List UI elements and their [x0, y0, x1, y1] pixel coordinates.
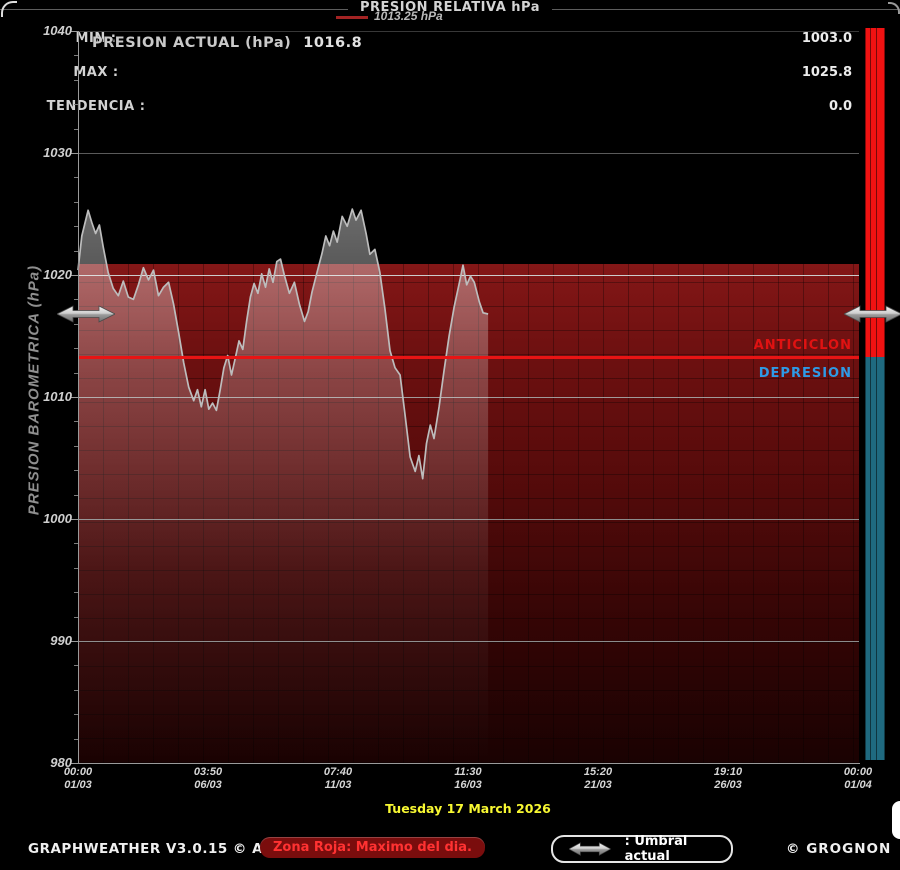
threshold-arrow-left[interactable] — [56, 304, 116, 324]
y-minor-tick — [74, 470, 78, 472]
y-minor-tick — [74, 104, 78, 106]
y-minor-tick — [74, 177, 78, 179]
x-tick-label: 00:00 01/04 — [843, 766, 873, 791]
y-gridline-1030 — [78, 153, 859, 154]
window-corner-top-right — [888, 2, 900, 14]
pressure-area-fill — [78, 209, 489, 764]
y-tick — [71, 397, 78, 398]
y-minor-tick — [74, 201, 78, 203]
y-minor-tick — [74, 592, 78, 594]
double-arrow-icon — [843, 305, 900, 323]
y-tick-label: 1030 — [43, 145, 72, 160]
min-value: 1003.0 — [801, 31, 852, 46]
y-tick-label: 1010 — [43, 389, 72, 404]
y-tick — [71, 275, 78, 276]
y-minor-tick — [74, 372, 78, 374]
y-gridline-1040 — [78, 31, 859, 32]
y-minor-tick — [74, 323, 78, 325]
panel-title: PRESION RELATIVA hPa — [348, 0, 552, 15]
panel-row-max: MAX : 1025.8 — [0, 65, 900, 81]
y-minor-tick — [74, 348, 78, 350]
y-minor-tick — [74, 714, 78, 716]
y-minor-tick — [74, 250, 78, 252]
y-tick-label: 1000 — [43, 511, 72, 526]
y-minor-tick — [74, 616, 78, 618]
depresion-label: DEPRESION — [758, 366, 852, 381]
window-corner-top-left — [1, 1, 17, 17]
y-tick — [71, 641, 78, 642]
y-tick — [71, 153, 78, 154]
umbral-legend-label: : Umbral actual — [624, 834, 688, 864]
y-tick-label: 1040 — [43, 23, 72, 38]
x-tick-label: 00:00 01/03 — [63, 766, 93, 791]
y-tick-label: 980 — [50, 755, 72, 770]
panel-row-tendencia: TENDENCIA : 0.0 — [0, 99, 900, 115]
y-tick — [71, 519, 78, 520]
y-minor-tick — [74, 494, 78, 496]
y-tick — [71, 31, 78, 32]
y-minor-tick — [74, 567, 78, 569]
min-label: MIN : — [75, 31, 117, 46]
max-value: 1025.8 — [801, 65, 852, 80]
x-tick-label: 07:40 11/03 — [323, 766, 353, 791]
depresion-color-bar — [865, 357, 885, 760]
y-minor-tick — [74, 226, 78, 228]
pressure-line — [77, 208, 489, 480]
x-tick-label: 03:50 06/03 — [193, 766, 223, 791]
y-minor-tick — [74, 738, 78, 740]
y-tick-label: 1020 — [43, 267, 72, 282]
x-tick-label: 11:30 16/03 — [454, 766, 482, 791]
max-label: MAX : — [73, 65, 119, 80]
panel-row-min: MIN : 1003.0 — [0, 31, 900, 47]
y-minor-tick — [74, 299, 78, 301]
y-minor-tick — [74, 128, 78, 130]
threshold-arrow-right[interactable] — [843, 304, 900, 324]
app-version-text: GRAPHWEATHER V3.0.15 © Aguilmard — [28, 841, 336, 857]
x-tick-label: 19:10 26/03 — [713, 766, 743, 791]
umbral-legend-box: : Umbral actual — [551, 834, 733, 864]
current-pressure-title: PRESION ACTUAL (hPa) 1016.8 — [92, 35, 362, 51]
legend-threshold-label: 1013.25 hPa — [374, 9, 443, 23]
current-pressure-value: 1016.8 — [303, 35, 363, 51]
red-zone-badge: Zona Roja: Maximo del dia. — [260, 837, 485, 858]
y-minor-tick — [74, 55, 78, 57]
double-arrow-icon — [569, 842, 611, 856]
threshold-1013-line — [78, 356, 859, 360]
window-corner-bottom-right — [892, 801, 900, 839]
date-banner: Tuesday 17 March 2026 — [385, 801, 551, 816]
anticiclon-label: ANTICICLON — [753, 338, 852, 353]
y-tick-label: 990 — [50, 633, 72, 648]
y-axis-line — [78, 31, 79, 763]
anticiclon-color-bar — [865, 28, 885, 358]
current-pressure-label: PRESION ACTUAL (hPa) — [92, 35, 292, 51]
legend-threshold-line-swatch — [336, 16, 368, 19]
tendencia-label: TENDENCIA : — [46, 99, 146, 114]
x-axis-line — [72, 763, 860, 764]
y-minor-tick — [74, 79, 78, 81]
y-minor-tick — [74, 665, 78, 667]
tendencia-value: 0.0 — [828, 99, 852, 114]
credit-text: © GROGNON — [786, 841, 892, 857]
double-arrow-icon — [56, 305, 116, 323]
relative-pressure-panel: PRESION RELATIVA hPa MIN : 1003.0 MAX : … — [0, 0, 900, 120]
x-tick-label: 15:20 21/03 — [583, 766, 613, 791]
y-gridline-1020 — [78, 275, 859, 276]
y-minor-tick — [74, 445, 78, 447]
y-minor-tick — [74, 543, 78, 545]
y-minor-tick — [74, 421, 78, 423]
y-minor-tick — [74, 689, 78, 691]
y-tick — [71, 763, 78, 764]
